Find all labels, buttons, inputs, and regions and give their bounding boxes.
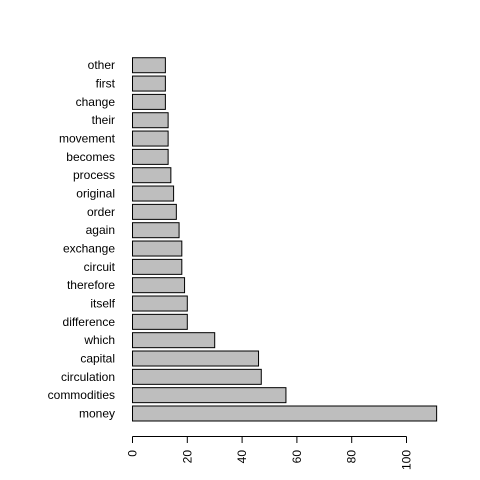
bar-circulation — [132, 368, 262, 385]
bar-capital — [132, 350, 260, 367]
category-label-difference: difference — [63, 315, 116, 329]
bar-original — [132, 185, 175, 202]
x-tick-label-20: 20 — [180, 450, 194, 464]
category-label-money: money — [79, 407, 115, 421]
category-labels: money commodities circulation capital which d… — [48, 58, 116, 420]
category-label-other: other — [88, 58, 115, 72]
bar-therefore — [132, 277, 186, 294]
x-tick-label-60: 60 — [290, 450, 304, 464]
bar-movement — [132, 130, 169, 147]
bar-itself — [132, 295, 188, 312]
bar-other — [132, 57, 166, 74]
x-tick-label-80: 80 — [345, 450, 359, 464]
bar-change — [132, 93, 166, 110]
bar-commodities — [132, 387, 287, 404]
category-label-commodities: commodities — [48, 388, 115, 402]
category-label-therefore: therefore — [67, 278, 115, 292]
category-label-original: original — [76, 187, 115, 201]
bars-group — [132, 57, 438, 422]
bar-becomes — [132, 148, 169, 165]
x-tick-label-40: 40 — [235, 450, 249, 464]
category-label-order: order — [87, 205, 115, 219]
bar-again — [132, 222, 180, 239]
bar-difference — [132, 313, 188, 330]
category-label-movement: movement — [59, 132, 116, 146]
x-axis: 0 20 40 60 80 100 — [126, 436, 414, 470]
x-tick-label-0: 0 — [126, 450, 140, 457]
category-label-first: first — [96, 77, 116, 91]
bar-which — [132, 332, 216, 349]
bar-exchange — [132, 240, 183, 257]
bar-money — [132, 405, 438, 422]
category-label-exchange: exchange — [63, 242, 115, 256]
bar-first — [132, 75, 166, 92]
category-label-their: their — [92, 113, 115, 127]
category-label-again: again — [86, 223, 115, 237]
bar-process — [132, 167, 172, 184]
bar-circuit — [132, 258, 183, 275]
category-label-which: which — [83, 333, 115, 347]
x-tick-label-100: 100 — [400, 450, 414, 470]
category-label-change: change — [76, 95, 116, 109]
category-label-becomes: becomes — [66, 150, 115, 164]
category-label-circuit: circuit — [84, 260, 116, 274]
category-label-itself: itself — [90, 297, 115, 311]
bar-order — [132, 203, 177, 220]
category-label-circulation: circulation — [61, 370, 115, 384]
category-label-capital: capital — [80, 352, 115, 366]
category-label-process: process — [73, 168, 115, 182]
bar-their — [132, 112, 169, 129]
